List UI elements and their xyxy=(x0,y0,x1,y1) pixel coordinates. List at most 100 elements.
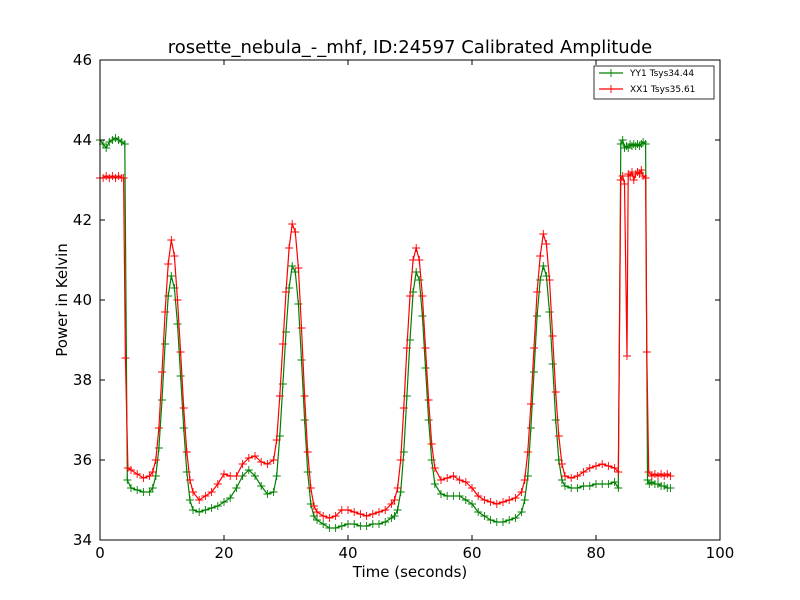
data-point xyxy=(232,472,241,480)
data-point xyxy=(238,460,247,468)
data-point xyxy=(288,220,297,228)
data-point xyxy=(511,514,520,522)
data-point xyxy=(179,404,188,412)
data-point xyxy=(127,484,135,492)
data-point xyxy=(176,372,185,380)
data-point xyxy=(406,292,414,300)
data-point xyxy=(325,514,334,522)
data-point xyxy=(195,508,204,516)
data-point xyxy=(517,508,526,516)
data-point xyxy=(294,300,303,308)
data-point xyxy=(176,348,185,356)
data-point xyxy=(536,252,545,260)
data-point xyxy=(633,168,642,176)
data-point xyxy=(573,472,582,480)
data-point xyxy=(486,498,495,506)
data-point xyxy=(526,400,535,408)
data-point xyxy=(119,174,128,182)
data-point xyxy=(480,496,489,504)
data-point xyxy=(161,340,170,348)
data-point xyxy=(610,464,619,472)
data-point xyxy=(604,480,613,488)
data-point xyxy=(443,474,452,482)
data-point xyxy=(592,462,600,470)
legend: YY1 Tsys34.44 XX1 Tsys35.61 xyxy=(593,65,715,100)
data-point xyxy=(148,468,157,476)
data-point xyxy=(306,484,315,492)
data-point xyxy=(151,456,160,464)
data-point xyxy=(517,488,526,496)
data-point xyxy=(421,364,430,372)
y-tick-label: 36 xyxy=(73,451,92,469)
data-point xyxy=(127,466,135,474)
data-point xyxy=(226,494,235,502)
data-point xyxy=(468,500,476,508)
data-point xyxy=(461,478,470,486)
data-point xyxy=(666,472,675,480)
y-tick-label: 40 xyxy=(73,291,92,309)
data-point xyxy=(123,476,132,484)
data-point xyxy=(424,396,433,404)
data-point xyxy=(415,276,424,284)
data-point xyxy=(185,476,194,484)
data-point xyxy=(486,516,495,524)
data-point xyxy=(381,518,390,526)
y-tick-label: 38 xyxy=(73,371,92,389)
series-0 xyxy=(96,134,675,532)
data-point xyxy=(350,508,359,516)
legend-label: YY1 Tsys34.44 xyxy=(629,69,694,79)
data-point xyxy=(288,262,297,270)
data-point xyxy=(530,368,538,376)
data-point xyxy=(189,506,197,514)
data-point xyxy=(201,492,210,500)
data-point xyxy=(220,498,228,506)
data-point xyxy=(319,512,328,520)
data-point xyxy=(220,470,228,478)
data-point xyxy=(393,484,402,492)
data-point xyxy=(297,324,306,332)
data-point xyxy=(368,510,377,518)
data-point xyxy=(620,180,629,188)
data-point xyxy=(158,396,166,404)
data-point xyxy=(278,340,287,348)
data-point xyxy=(545,276,554,284)
data-point xyxy=(618,172,627,180)
data-point xyxy=(201,506,210,514)
data-point xyxy=(415,256,424,264)
data-point xyxy=(511,494,520,502)
data-point xyxy=(263,490,272,498)
data-point xyxy=(616,140,625,148)
data-point xyxy=(148,484,157,492)
data-point xyxy=(344,506,352,514)
data-point xyxy=(297,356,306,364)
data-point xyxy=(474,492,483,500)
data-point xyxy=(614,468,623,476)
data-point xyxy=(542,240,551,248)
data-point xyxy=(623,352,631,360)
data-point xyxy=(244,454,253,462)
y-axis-label: Power in Kelvin xyxy=(53,243,71,357)
data-point xyxy=(179,424,188,432)
data-point xyxy=(120,140,129,148)
data-point xyxy=(642,348,651,356)
data-point xyxy=(561,482,569,490)
data-point xyxy=(573,484,582,492)
data-point xyxy=(520,476,529,484)
data-point xyxy=(557,460,566,468)
data-point xyxy=(331,512,340,520)
data-point xyxy=(548,360,557,368)
data-point xyxy=(133,470,142,478)
series-1 xyxy=(96,166,675,522)
x-tick-label: 20 xyxy=(214,544,233,562)
data-point xyxy=(598,460,607,468)
data-point xyxy=(167,272,176,280)
data-point xyxy=(523,448,532,456)
data-point xyxy=(585,482,594,490)
data-point xyxy=(455,492,464,500)
plot-area: 0 20 40 60 80 100 34 36 38 40 42 44 46 xyxy=(73,51,734,562)
data-point xyxy=(173,296,182,304)
legend-label: XX1 Tsys35.61 xyxy=(630,85,695,95)
data-point xyxy=(412,268,421,276)
data-point xyxy=(170,252,179,260)
data-point xyxy=(161,308,170,316)
